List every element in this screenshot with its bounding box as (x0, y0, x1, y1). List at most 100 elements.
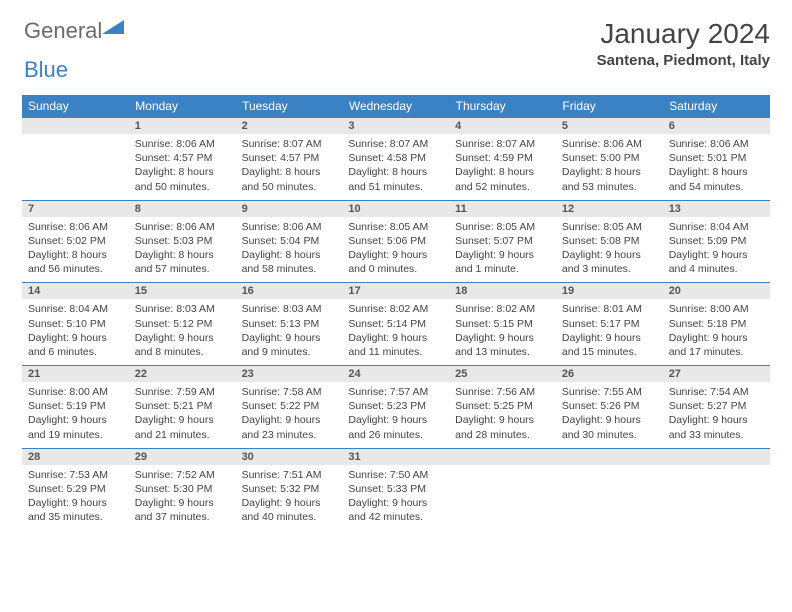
day-d1: Daylight: 9 hours (562, 413, 657, 427)
day-d1: Daylight: 9 hours (348, 331, 443, 345)
day-number-cell (22, 118, 129, 135)
day-sr: Sunrise: 8:02 AM (348, 302, 443, 316)
day-d1: Daylight: 9 hours (135, 331, 230, 345)
day-d1: Daylight: 9 hours (242, 496, 337, 510)
day-info-cell: Sunrise: 8:00 AMSunset: 5:19 PMDaylight:… (22, 382, 129, 448)
day-info-cell: Sunrise: 8:06 AMSunset: 5:04 PMDaylight:… (236, 217, 343, 283)
logo-word2: Blue (24, 57, 68, 83)
day-number-cell: 10 (342, 200, 449, 217)
day-ss: Sunset: 5:21 PM (135, 399, 230, 413)
weekday-header: Saturday (663, 95, 770, 118)
day-ss: Sunset: 5:02 PM (28, 234, 123, 248)
day-sr: Sunrise: 7:52 AM (135, 468, 230, 482)
day-ss: Sunset: 5:15 PM (455, 317, 550, 331)
day-d1: Daylight: 8 hours (455, 165, 550, 179)
calendar-table: Sunday Monday Tuesday Wednesday Thursday… (22, 95, 770, 531)
day-ss: Sunset: 5:04 PM (242, 234, 337, 248)
day-info-cell (22, 134, 129, 200)
day-ss: Sunset: 5:00 PM (562, 151, 657, 165)
day-info-cell: Sunrise: 8:06 AMSunset: 5:00 PMDaylight:… (556, 134, 663, 200)
day-number-cell: 14 (22, 283, 129, 300)
day-sr: Sunrise: 7:56 AM (455, 385, 550, 399)
day-d2: and 23 minutes. (242, 428, 337, 442)
day-d1: Daylight: 8 hours (135, 248, 230, 262)
day-info-cell: Sunrise: 7:56 AMSunset: 5:25 PMDaylight:… (449, 382, 556, 448)
day-d2: and 4 minutes. (669, 262, 764, 276)
day-ss: Sunset: 5:22 PM (242, 399, 337, 413)
day-sr: Sunrise: 7:54 AM (669, 385, 764, 399)
day-info-cell (556, 465, 663, 531)
daynum-row: 78910111213 (22, 200, 770, 217)
day-info-cell: Sunrise: 7:58 AMSunset: 5:22 PMDaylight:… (236, 382, 343, 448)
day-info-cell: Sunrise: 8:06 AMSunset: 5:03 PMDaylight:… (129, 217, 236, 283)
day-d2: and 54 minutes. (669, 180, 764, 194)
day-info-cell: Sunrise: 7:53 AMSunset: 5:29 PMDaylight:… (22, 465, 129, 531)
weekday-header: Friday (556, 95, 663, 118)
day-sr: Sunrise: 8:03 AM (135, 302, 230, 316)
day-ss: Sunset: 5:12 PM (135, 317, 230, 331)
day-info-cell: Sunrise: 7:54 AMSunset: 5:27 PMDaylight:… (663, 382, 770, 448)
day-sr: Sunrise: 8:07 AM (455, 137, 550, 151)
day-ss: Sunset: 5:26 PM (562, 399, 657, 413)
day-number-cell: 11 (449, 200, 556, 217)
day-number-cell: 1 (129, 118, 236, 135)
day-ss: Sunset: 5:32 PM (242, 482, 337, 496)
day-number-cell: 21 (22, 366, 129, 383)
day-number-cell: 22 (129, 366, 236, 383)
day-d2: and 50 minutes. (135, 180, 230, 194)
day-info-cell: Sunrise: 8:07 AMSunset: 4:59 PMDaylight:… (449, 134, 556, 200)
day-number-cell: 4 (449, 118, 556, 135)
title-block: January 2024 Santena, Piedmont, Italy (597, 18, 770, 69)
day-d1: Daylight: 9 hours (669, 248, 764, 262)
day-info-cell: Sunrise: 8:04 AMSunset: 5:10 PMDaylight:… (22, 299, 129, 365)
day-d1: Daylight: 8 hours (348, 165, 443, 179)
day-ss: Sunset: 5:13 PM (242, 317, 337, 331)
day-ss: Sunset: 5:27 PM (669, 399, 764, 413)
day-info-cell: Sunrise: 7:52 AMSunset: 5:30 PMDaylight:… (129, 465, 236, 531)
weekday-header: Monday (129, 95, 236, 118)
day-ss: Sunset: 5:19 PM (28, 399, 123, 413)
day-number-cell: 30 (236, 448, 343, 465)
day-number-cell (556, 448, 663, 465)
day-info-cell: Sunrise: 7:55 AMSunset: 5:26 PMDaylight:… (556, 382, 663, 448)
day-number-cell: 6 (663, 118, 770, 135)
day-sr: Sunrise: 8:06 AM (669, 137, 764, 151)
day-d2: and 9 minutes. (242, 345, 337, 359)
day-info-cell: Sunrise: 8:03 AMSunset: 5:12 PMDaylight:… (129, 299, 236, 365)
day-ss: Sunset: 5:01 PM (669, 151, 764, 165)
day-d1: Daylight: 9 hours (562, 248, 657, 262)
day-ss: Sunset: 5:23 PM (348, 399, 443, 413)
day-d2: and 6 minutes. (28, 345, 123, 359)
day-sr: Sunrise: 8:06 AM (135, 220, 230, 234)
day-d2: and 28 minutes. (455, 428, 550, 442)
info-row: Sunrise: 8:04 AMSunset: 5:10 PMDaylight:… (22, 299, 770, 365)
day-number-cell (663, 448, 770, 465)
day-d2: and 35 minutes. (28, 510, 123, 524)
day-sr: Sunrise: 7:58 AM (242, 385, 337, 399)
day-d1: Daylight: 9 hours (135, 413, 230, 427)
day-info-cell: Sunrise: 8:06 AMSunset: 5:01 PMDaylight:… (663, 134, 770, 200)
day-d1: Daylight: 9 hours (348, 248, 443, 262)
day-ss: Sunset: 5:08 PM (562, 234, 657, 248)
daynum-row: 21222324252627 (22, 366, 770, 383)
day-d2: and 21 minutes. (135, 428, 230, 442)
logo-triangle-icon (102, 18, 124, 36)
day-number-cell: 7 (22, 200, 129, 217)
day-sr: Sunrise: 7:50 AM (348, 468, 443, 482)
day-info-cell: Sunrise: 8:01 AMSunset: 5:17 PMDaylight:… (556, 299, 663, 365)
day-d2: and 8 minutes. (135, 345, 230, 359)
day-info-cell: Sunrise: 8:07 AMSunset: 4:58 PMDaylight:… (342, 134, 449, 200)
day-sr: Sunrise: 7:57 AM (348, 385, 443, 399)
day-sr: Sunrise: 8:07 AM (242, 137, 337, 151)
day-ss: Sunset: 5:25 PM (455, 399, 550, 413)
day-ss: Sunset: 5:06 PM (348, 234, 443, 248)
logo-word1: General (24, 18, 102, 44)
day-sr: Sunrise: 8:00 AM (669, 302, 764, 316)
day-number-cell: 3 (342, 118, 449, 135)
day-sr: Sunrise: 8:06 AM (135, 137, 230, 151)
day-ss: Sunset: 4:57 PM (242, 151, 337, 165)
day-d1: Daylight: 9 hours (348, 496, 443, 510)
day-ss: Sunset: 4:58 PM (348, 151, 443, 165)
day-d2: and 3 minutes. (562, 262, 657, 276)
day-sr: Sunrise: 8:05 AM (562, 220, 657, 234)
